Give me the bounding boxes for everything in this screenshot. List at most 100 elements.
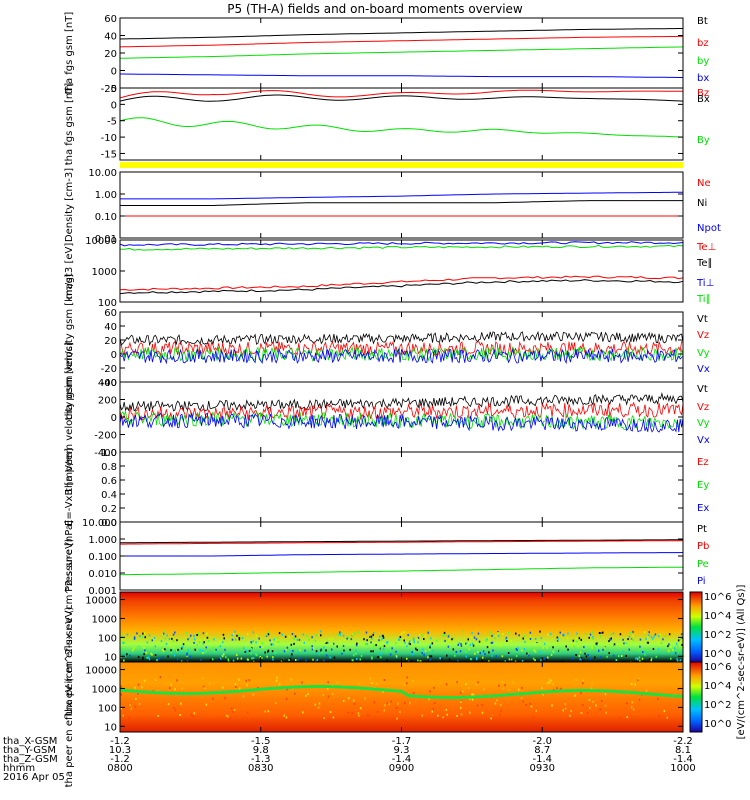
spectro-cell	[676, 645, 679, 648]
spectro-cell	[205, 646, 207, 649]
spectro-cell	[529, 637, 532, 640]
spectro-cell	[323, 659, 325, 662]
spectro-cell	[504, 660, 506, 663]
spectro-cell	[552, 646, 554, 649]
spectro-cell	[185, 649, 188, 652]
spectro-cell	[219, 657, 222, 660]
spectro-cell	[602, 631, 604, 634]
spectro-cell	[293, 637, 295, 640]
spectro-cell	[281, 658, 284, 661]
spectro-cell	[285, 716, 288, 719]
footer-value: 8.7	[534, 745, 551, 756]
spectro-cell	[506, 640, 508, 642]
spectro-cell	[383, 709, 385, 712]
y-tick-label: 10000	[85, 596, 117, 607]
footer-label-y: tha_Y-GSM	[3, 745, 57, 756]
spectro-cell	[150, 652, 152, 655]
colorbar-tick: 10^0	[704, 719, 731, 730]
spectro-cell	[274, 651, 277, 654]
spectro-cell	[293, 642, 295, 645]
y-tick-label: 0	[111, 413, 117, 424]
spectro-cell	[255, 641, 257, 644]
legend-Ey: Ey	[697, 480, 709, 491]
spectro-cell	[202, 649, 204, 652]
spectro-cell	[378, 635, 381, 638]
spectro-cell	[639, 638, 642, 641]
spectro-cell	[320, 634, 322, 637]
spectro-cell	[429, 655, 431, 658]
spectro-cell	[482, 650, 485, 653]
spectro-cell	[154, 679, 156, 682]
spectro-cell	[294, 692, 296, 695]
spectro-cell	[122, 642, 124, 644]
spectro-cell	[446, 654, 448, 657]
spectro-cell	[372, 632, 375, 634]
legend-Pi: Pi	[697, 576, 706, 587]
spectro-cell	[668, 643, 670, 646]
spectro-cell	[121, 647, 123, 650]
footer-value: -2.2	[673, 736, 693, 747]
spectro-cell	[331, 648, 333, 651]
spectro-cell	[541, 687, 543, 690]
spectro-cell	[157, 714, 159, 717]
spectro-cell	[366, 639, 368, 642]
spectro-cell	[456, 681, 458, 684]
legend-Bx: Bx	[697, 94, 710, 105]
spectro-cell	[600, 700, 603, 703]
spectro-cell	[128, 716, 130, 719]
colorbar-tick: 10^4	[704, 681, 731, 692]
spectro-cell	[413, 639, 415, 642]
spectro-cell	[250, 641, 252, 644]
spectro-cell	[266, 634, 268, 637]
spectro-cell	[657, 640, 659, 643]
spectro-cell	[123, 641, 125, 644]
spectro-cell	[609, 638, 611, 641]
panel-frame	[119, 239, 684, 303]
y-tick-label: 0.001	[88, 586, 117, 597]
spectro-cell	[139, 635, 141, 638]
y-axis-label: tha peer en eflux eV (cm^2-s-sr-eV)	[64, 607, 75, 788]
y-tick-label: 400	[98, 378, 117, 389]
spectro-cell	[534, 643, 537, 646]
spectro-cell	[154, 645, 157, 648]
spectro-cell	[196, 643, 198, 646]
spectro-cell	[588, 634, 590, 637]
y-tick-label: 0.010	[88, 569, 117, 580]
spectro-cell	[497, 632, 499, 635]
spectro-cell	[556, 640, 559, 642]
legend-bx: bx	[697, 73, 709, 84]
spectro-cell	[600, 656, 602, 658]
spectro-cell	[488, 645, 490, 648]
spectro-cell	[566, 637, 569, 640]
spectro-cell	[385, 650, 388, 653]
spectro-cell	[375, 644, 377, 647]
spectro-cell	[236, 654, 238, 656]
spectro-cell	[470, 658, 473, 661]
spectro-cell	[596, 642, 598, 645]
spectro-cell	[424, 634, 427, 637]
spectro-cell	[589, 657, 592, 660]
spectro-cell	[326, 687, 329, 690]
spectro-cell	[557, 637, 559, 640]
spectro-cell	[269, 639, 271, 642]
spectro-cell	[134, 686, 136, 689]
spectro-cell	[403, 631, 405, 634]
spectro-cell	[331, 692, 334, 695]
spectro-cell	[431, 642, 434, 645]
spectro-cell	[357, 712, 360, 715]
spectro-cell	[299, 649, 301, 652]
spectro-cell	[474, 642, 476, 645]
spectro-cell	[174, 650, 177, 653]
spectro-cell	[599, 635, 602, 638]
spectro-cell	[263, 642, 265, 645]
spectro-cell	[372, 650, 374, 653]
spectro-cell	[579, 692, 582, 695]
spectro-cell	[222, 641, 224, 644]
footer-column: -2.0 8.7 -1.4 0930	[522, 737, 562, 774]
spectro-cell	[143, 646, 145, 649]
spectro-cell	[164, 648, 166, 651]
spectro-cell	[383, 645, 386, 648]
spectro-cell	[521, 686, 523, 689]
colorbar-electron	[689, 661, 703, 733]
y-axis-label: tha peim velocity gsm [km/s]	[64, 274, 75, 421]
